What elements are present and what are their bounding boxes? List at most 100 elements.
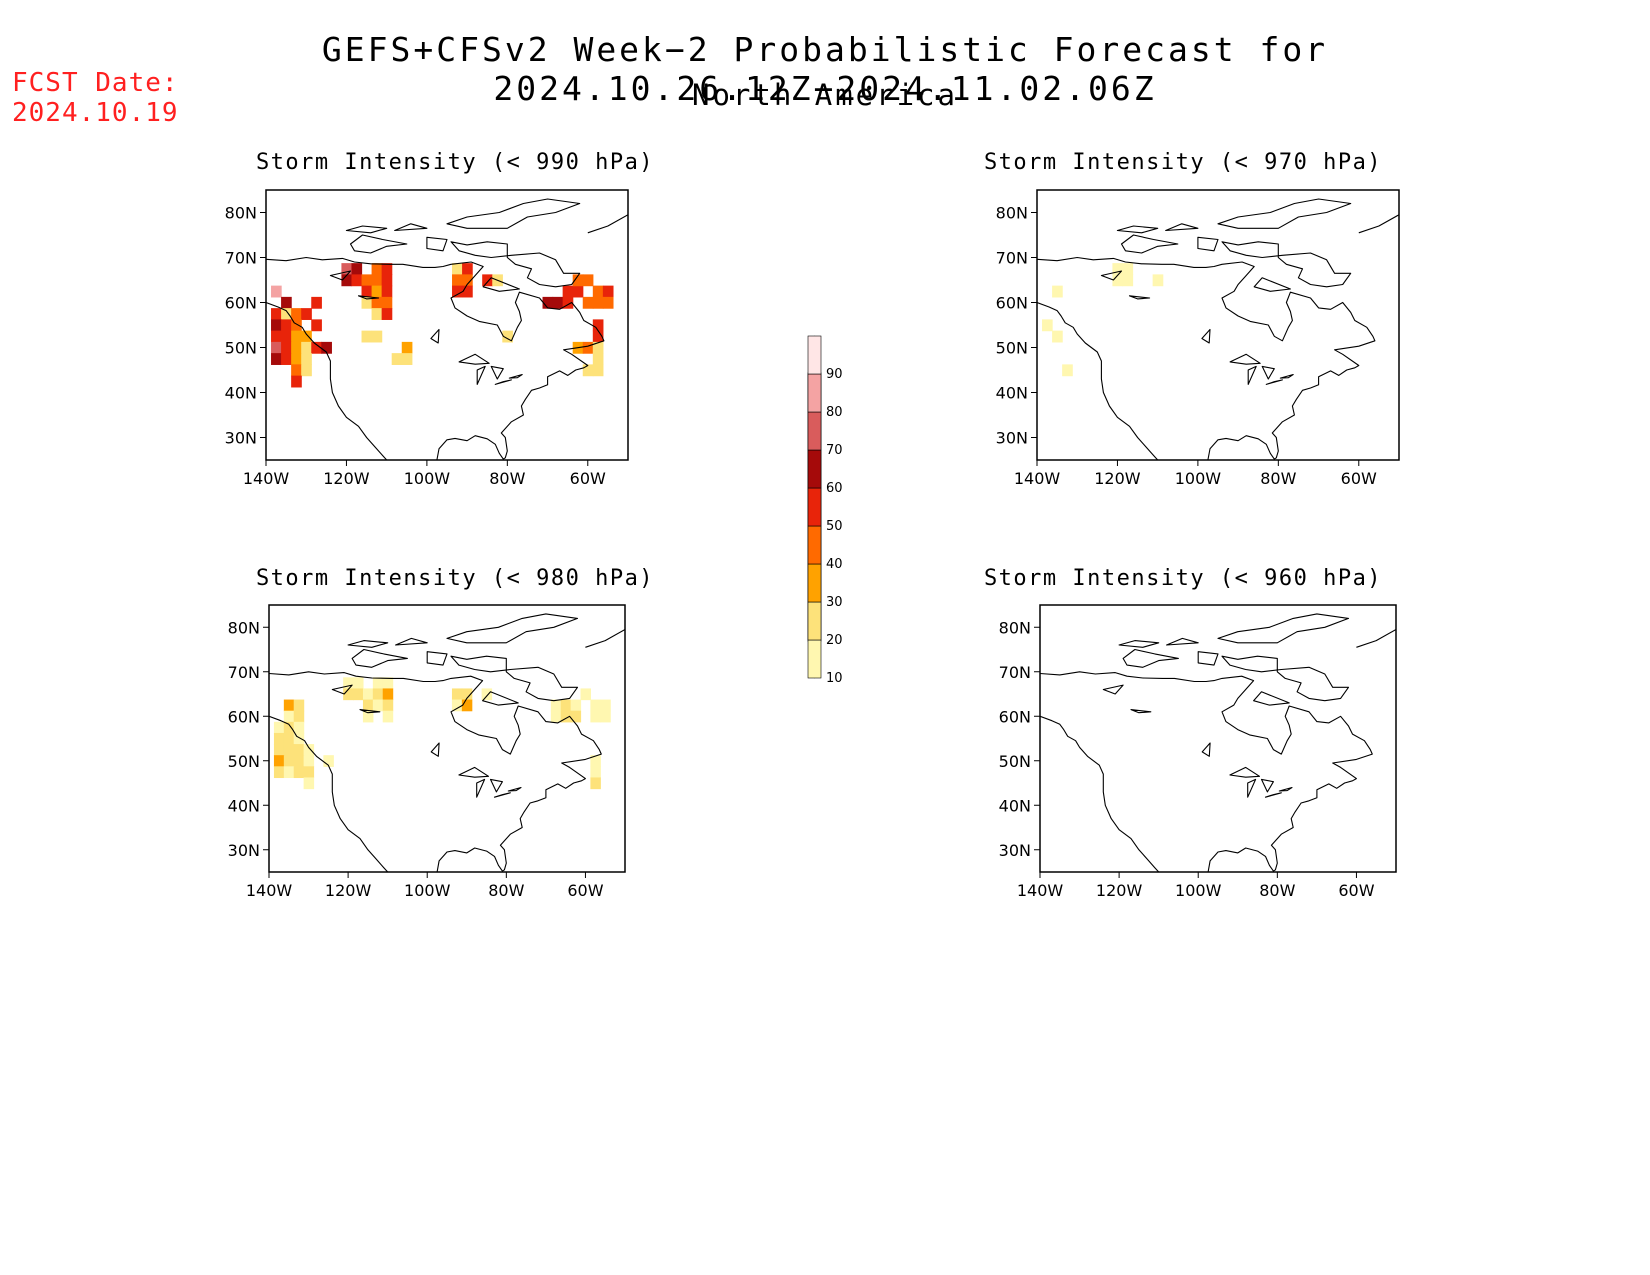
probability-cell — [462, 263, 473, 275]
colorbar-swatch — [807, 335, 822, 375]
probability-cell — [362, 710, 374, 723]
lake-outline — [357, 295, 380, 300]
probability-cell — [461, 699, 473, 712]
coastline-north-east — [269, 671, 602, 872]
lat-tick-label: 80N — [999, 618, 1031, 637]
probability-cell — [362, 699, 374, 712]
probability-cell — [371, 308, 383, 320]
lake-outline — [430, 328, 440, 344]
probability-cell — [303, 744, 315, 756]
colorbar-label: 30 — [826, 595, 843, 610]
probability-cell — [281, 296, 292, 309]
probability-cell — [550, 710, 562, 723]
colorbar-label: 40 — [826, 557, 843, 572]
probability-cell — [293, 699, 305, 712]
lat-tick-label: 60N — [999, 707, 1031, 726]
lon-tick-label: 100W — [404, 469, 451, 488]
probability-cell — [351, 274, 363, 287]
probability-cell — [590, 755, 601, 767]
arctic-island-outline — [345, 225, 388, 234]
arctic-island-outline — [482, 277, 520, 292]
probability-cell — [353, 677, 364, 690]
probability-cell — [283, 721, 295, 734]
arctic-island-outline — [394, 223, 428, 232]
probability-cell — [600, 710, 611, 723]
coastline-north-east — [266, 256, 605, 460]
probability-cell — [590, 766, 601, 779]
probability-cell — [582, 274, 594, 287]
probability-cell — [293, 710, 305, 723]
lake-outline — [430, 742, 440, 757]
coastline-west — [1037, 301, 1159, 460]
probability-cell — [382, 710, 394, 723]
lake-outline — [494, 379, 512, 385]
lake-outline — [1130, 709, 1152, 714]
lon-tick-label: 80W — [1260, 469, 1296, 488]
probability-cell — [592, 285, 604, 298]
probability-cell — [1112, 274, 1124, 287]
probability-cell — [361, 274, 373, 287]
lake-outline — [1201, 742, 1211, 757]
probability-cell — [303, 777, 315, 790]
probability-cell — [602, 296, 614, 309]
map-panel-960: 80N 70N 60N 50N 40N 30N 140W 120W 100W 80W 60W — [999, 604, 1397, 900]
probability-cell — [291, 353, 302, 365]
probability-cell — [582, 364, 594, 377]
probability-cell — [291, 341, 302, 354]
colorbar-swatch — [807, 639, 822, 679]
colorbar: 10 20 30 40 50 60 70 80 90 — [807, 335, 843, 686]
probability-cell — [281, 330, 292, 343]
lon-tick-label: 140W — [243, 469, 290, 488]
arctic-island-outline — [1253, 691, 1290, 706]
probability-cell — [362, 688, 374, 701]
probability-cell — [1052, 285, 1063, 298]
lat-tick-label: 40N — [228, 796, 260, 815]
lon-tick-label: 140W — [1017, 881, 1064, 900]
probability-cell — [592, 341, 604, 354]
lake-outline — [507, 786, 522, 792]
probability-cell — [291, 330, 302, 343]
arctic-island-outline — [1118, 640, 1160, 648]
lon-tick-label: 100W — [1175, 881, 1222, 900]
probability-cell — [283, 766, 295, 779]
probability-cell — [301, 364, 312, 377]
fcst-date-label: FCST Date: — [12, 68, 179, 98]
probability-cell — [381, 308, 393, 320]
probability-cell — [291, 308, 302, 320]
lake-outline — [1201, 328, 1211, 344]
lake-outline — [1265, 379, 1283, 385]
probability-cell — [293, 732, 305, 745]
probability-cell — [570, 699, 582, 712]
probability-cell — [371, 330, 383, 343]
probability-cell — [323, 755, 334, 767]
probability-cell — [291, 375, 302, 388]
colorbar-label: 80 — [826, 405, 843, 420]
colorbar-label: 60 — [826, 481, 843, 496]
probability-cell — [452, 285, 463, 298]
map-frame — [1036, 189, 1400, 461]
probability-cell — [281, 353, 292, 365]
lon-tick-label: 60W — [570, 469, 606, 488]
probability-cell — [291, 319, 302, 332]
lat-tick-label: 70N — [225, 249, 257, 268]
probability-cell — [451, 699, 463, 712]
lat-tick-label: 80N — [996, 204, 1028, 223]
probability-cell — [582, 296, 594, 309]
probability-cell — [301, 341, 312, 354]
arctic-island-outline — [347, 640, 389, 648]
lake-outline — [359, 709, 381, 714]
probability-cell — [482, 274, 493, 287]
probability-cell — [1042, 319, 1053, 332]
arctic-island-outline — [1356, 628, 1396, 648]
probability-cell — [481, 688, 493, 701]
probability-cell — [382, 688, 394, 701]
probability-cell — [273, 755, 285, 767]
arctic-island-outline — [1122, 648, 1179, 668]
probability-cell — [371, 263, 383, 275]
lake-outline — [458, 766, 490, 778]
coastline-north-east — [1037, 256, 1376, 460]
colorbar-swatch — [807, 487, 822, 527]
lat-tick-label: 30N — [996, 429, 1028, 448]
arctic-island-outline — [1217, 198, 1352, 229]
probability-cell — [570, 710, 582, 723]
